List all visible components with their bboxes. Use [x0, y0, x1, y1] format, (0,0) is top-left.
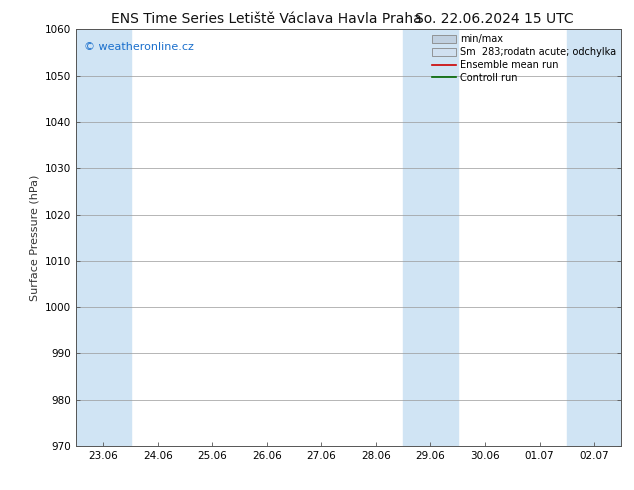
Legend: min/max, Sm  283;rodatn acute; odchylka, Ensemble mean run, Controll run: min/max, Sm 283;rodatn acute; odchylka, …	[430, 32, 618, 85]
Bar	[403, 29, 458, 446]
Bar	[567, 29, 621, 446]
Y-axis label: Surface Pressure (hPa): Surface Pressure (hPa)	[29, 174, 39, 301]
Text: © weatheronline.cz: © weatheronline.cz	[84, 42, 194, 52]
Text: ENS Time Series Letiště Václava Havla Praha: ENS Time Series Letiště Václava Havla Pr…	[111, 12, 422, 26]
Bar	[76, 29, 131, 446]
Text: So. 22.06.2024 15 UTC: So. 22.06.2024 15 UTC	[415, 12, 574, 26]
